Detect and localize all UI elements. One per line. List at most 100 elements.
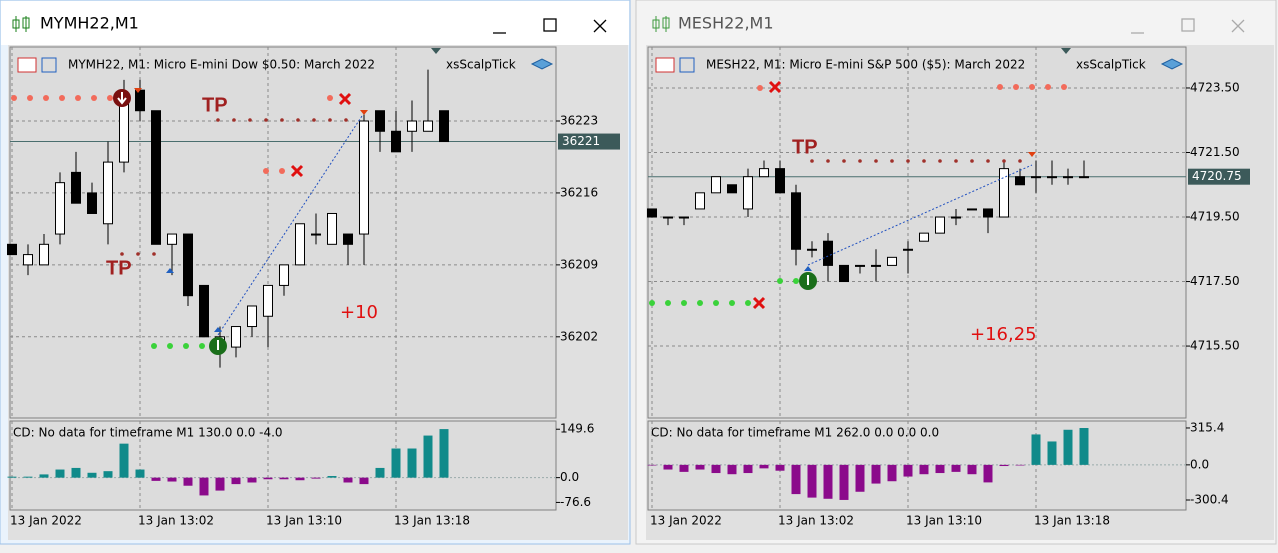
candle-body: [1031, 176, 1041, 179]
candle-body: [951, 216, 961, 219]
x-tick-label: 13 Jan 13:02: [138, 514, 214, 528]
histogram-bar: [247, 477, 257, 483]
candle-body: [1079, 176, 1089, 179]
candle-body: [71, 171, 81, 204]
histogram-bar: [807, 464, 817, 498]
histogram-bar: [743, 464, 753, 474]
plot-area: [9, 46, 557, 419]
histogram-bar: [439, 429, 449, 478]
candle-body: [343, 233, 353, 245]
y-tick-label: -300.4: [1190, 492, 1229, 506]
histogram-bar: [1031, 434, 1041, 465]
histogram-bar: [983, 464, 993, 483]
y-tick-label: 4715.50: [1190, 339, 1240, 353]
histogram-bar: [343, 477, 353, 483]
histogram-bar: [903, 464, 913, 477]
y-tick-label: 4723.50: [1190, 80, 1240, 94]
annotation: TP: [202, 94, 228, 116]
candle-body: [7, 243, 17, 256]
candle-body: [231, 326, 241, 348]
histogram-bar: [87, 472, 97, 478]
candle-body: [23, 254, 33, 266]
histogram-bar: [711, 464, 721, 474]
current-price-label: 36221: [562, 134, 600, 148]
icon: [530, 58, 554, 70]
y-tick-label: 4719.50: [1190, 210, 1240, 224]
icon: [655, 57, 675, 73]
y-tick-label: 4717.50: [1190, 274, 1240, 288]
current-price-box: [1188, 168, 1250, 185]
histogram-bar: [999, 464, 1009, 467]
candle-body: [183, 233, 193, 297]
histogram-bar: [775, 464, 785, 471]
title-bar: [1, 1, 629, 45]
y-tick-label: -76.6: [560, 495, 591, 509]
candle-body: [935, 216, 945, 234]
maximize-button[interactable]: [543, 18, 557, 32]
histogram-bar: [951, 464, 961, 472]
candle-body: [855, 264, 865, 267]
header-icons: [17, 57, 57, 73]
indicator-label: CD: No data for timeframe M1 130.0 0.0 -…: [13, 426, 283, 440]
candle-body: [759, 168, 769, 178]
candle-body: [135, 89, 145, 112]
candle-body: [871, 264, 881, 267]
candle-body: [679, 216, 689, 219]
histogram-bar: [119, 443, 129, 478]
histogram-bar: [295, 477, 305, 481]
candle-body: [775, 168, 785, 194]
y-tick-label: 36209: [560, 257, 598, 271]
histogram-bar: [151, 477, 161, 481]
icon: [41, 57, 57, 73]
candle-body: [743, 176, 753, 210]
current-price-label: 4720.75: [1192, 169, 1242, 183]
y-tick-label: 4721.50: [1190, 145, 1240, 159]
x-tick-label: 13 Jan 13:18: [1034, 514, 1110, 528]
candle-body: [983, 208, 993, 218]
candle-body: [279, 264, 289, 286]
close-button[interactable]: [1231, 19, 1245, 33]
histogram-bar: [855, 464, 865, 492]
app-icon: [652, 16, 670, 32]
candle-body: [1063, 176, 1073, 179]
histogram-bar: [23, 476, 33, 478]
candle-body: [407, 120, 417, 132]
histogram-bar: [695, 464, 705, 470]
candle-body: [87, 192, 97, 214]
histogram-bar: [407, 448, 417, 478]
maximize-button[interactable]: [1181, 18, 1195, 32]
histogram-bar: [679, 464, 689, 472]
x-tick-label: 13 Jan 2022: [10, 514, 82, 528]
annotation: TP: [792, 136, 818, 158]
candle-body: [167, 233, 177, 245]
x-tick-label: 13 Jan 2022: [650, 514, 722, 528]
histogram-bar: [183, 477, 193, 486]
histogram-bar: [215, 477, 225, 491]
window-title: MYMH22,M1: [40, 14, 139, 33]
icon: [431, 48, 441, 54]
indicator-name: xsScalpTick: [446, 58, 516, 72]
histogram-bar: [391, 448, 401, 478]
close-button[interactable]: [593, 19, 607, 33]
candle-body: [1047, 176, 1057, 179]
histogram-bar: [887, 464, 897, 482]
histogram-bar: [823, 464, 833, 499]
histogram-bar: [263, 477, 273, 480]
y-tick-label: 36216: [560, 185, 598, 199]
app-icon: [12, 16, 30, 32]
histogram-bar: [727, 464, 737, 475]
candle-body: [903, 248, 913, 251]
histogram-bar: [423, 435, 433, 478]
histogram-bar: [71, 467, 81, 478]
candle-body: [391, 130, 401, 153]
histogram-bar: [1079, 428, 1089, 465]
chart: 36202 36209 36216 36223 13 Jan 2022 13 Jan 13…: [7, 46, 620, 528]
candle-body: [295, 223, 305, 266]
histogram-bar: [311, 477, 321, 479]
candle-body: [727, 184, 737, 194]
chart-header: MESH22, M1: Micro E-mini S&P 500 ($5): M…: [706, 58, 1025, 72]
y-tick-label: 315.4: [1190, 420, 1224, 434]
plot-area: [647, 420, 1187, 511]
x-tick-label: 13 Jan 13:18: [394, 514, 470, 528]
